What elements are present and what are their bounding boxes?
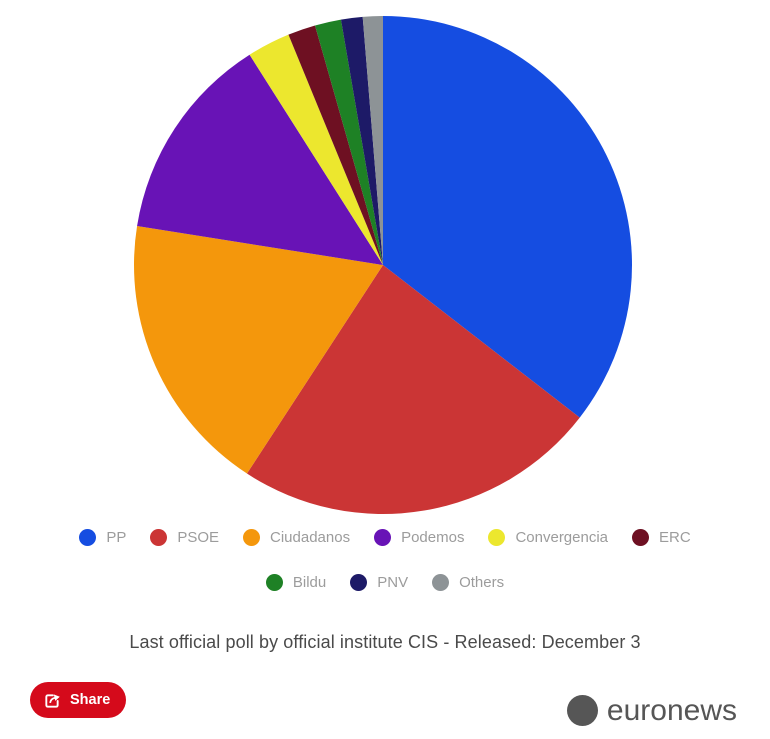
legend-swatch-others-icon	[432, 574, 450, 591]
legend-item-others: Others	[432, 574, 504, 591]
pie-slice-podemos	[137, 54, 383, 266]
pie-slice-pnv	[340, 16, 383, 265]
share-icon	[43, 691, 62, 710]
legend-label-others: Others	[459, 574, 505, 591]
legend-swatch-bildu-icon	[265, 574, 283, 591]
legend-label-pnv: PNV	[377, 574, 409, 591]
legend-swatch-erc-icon	[632, 529, 650, 546]
legend-item-bildu: Bildu	[265, 574, 327, 591]
share-button[interactable]: Share	[30, 682, 127, 718]
legend-label-pp: PP	[106, 529, 127, 546]
euronews-logo: euronews	[566, 693, 737, 727]
pie-chart-svg	[134, 16, 632, 514]
chart-caption: Last official poll by official institute…	[129, 632, 641, 652]
legend-label-podemos: Podemos	[401, 529, 465, 546]
legend-item-pnv: PNV	[350, 574, 408, 591]
share-label: Share	[70, 692, 111, 708]
pie-chart	[133, 15, 633, 515]
legend-item-pp: PP	[79, 529, 126, 546]
legend-item-ciudadanos: Ciudadanos	[243, 529, 350, 546]
legend-swatch-ciudadanos-icon	[243, 529, 261, 546]
legend-label-psoe: PSOE	[177, 529, 220, 546]
legend-label-erc: ERC	[659, 529, 691, 546]
euronews-wordmark: euronews	[606, 693, 737, 727]
legend-item-erc: ERC	[632, 529, 691, 546]
legend-item-convergencia: Convergencia	[488, 529, 608, 546]
legend-swatch-pnv-icon	[350, 574, 368, 591]
pie-slice-others	[362, 16, 383, 265]
pie-slice-psoe	[246, 265, 580, 514]
legend-swatch-convergencia-icon	[488, 529, 506, 546]
legend-swatch-podemos-icon	[374, 529, 392, 546]
legend-label-bildu: Bildu	[292, 574, 327, 591]
pie-slice-bildu	[315, 19, 383, 265]
legend-item-podemos: Podemos	[374, 529, 464, 546]
legend-row-1: PP PSOE Ciudadanos Podemos Convergencia ERC	[0, 529, 770, 546]
legend-swatch-pp-icon	[79, 529, 97, 546]
euronews-circle-icon	[566, 695, 598, 726]
legend-item-psoe: PSOE	[150, 529, 219, 546]
pie-slice-ciudadanos	[134, 226, 383, 474]
pie-slice-erc	[288, 25, 383, 266]
legend-swatch-psoe-icon	[150, 529, 168, 546]
legend-row-2: Bildu PNV Others	[0, 574, 770, 591]
legend-label-ciudadanos: Ciudadanos	[270, 529, 351, 546]
legend-label-convergencia: Convergencia	[515, 529, 609, 546]
pie-slice-convergencia	[249, 34, 383, 265]
pie-slice-pp	[383, 16, 632, 418]
